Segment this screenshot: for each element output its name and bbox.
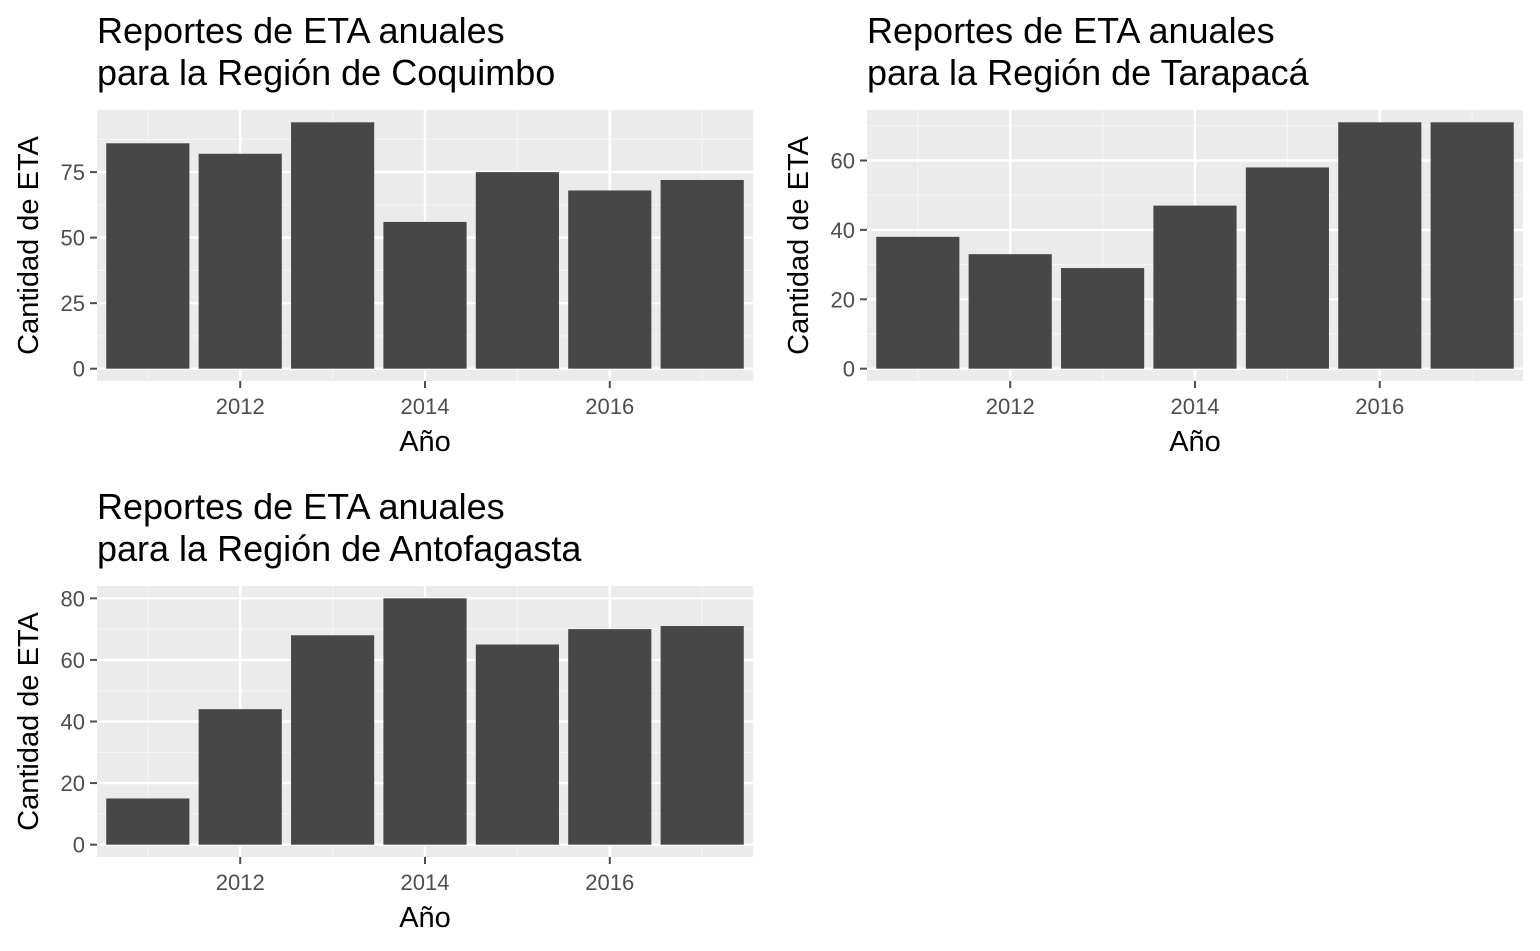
x-axis-title: Año (399, 426, 451, 458)
bar-2017 (660, 626, 744, 845)
chart-title-line-2: para la Región de Tarapacá (867, 52, 1310, 93)
bar-2015 (475, 644, 559, 845)
y-tick-label: 50 (61, 226, 85, 251)
y-axis-title: Cantidad de ETA (783, 135, 815, 354)
bar-2013 (291, 635, 375, 845)
chart-title-line-1: Reportes de ETA anuales (867, 10, 1275, 51)
x-tick-label: 2014 (401, 870, 450, 895)
bar-2017 (1430, 122, 1514, 369)
x-axis-title: Año (1169, 426, 1221, 458)
chart-title-line-2: para la Región de Antofagasta (97, 528, 582, 569)
y-tick-label: 75 (61, 160, 85, 185)
x-tick-label: 2016 (1355, 394, 1404, 419)
y-tick-label: 40 (61, 710, 85, 735)
bar-2014 (1153, 205, 1237, 369)
bar-2013 (1061, 268, 1145, 369)
y-tick-label: 40 (831, 218, 855, 243)
x-tick-label: 2016 (585, 870, 634, 895)
y-tick-label: 25 (61, 291, 85, 316)
bar-2017 (660, 179, 744, 369)
bar-2015 (1245, 167, 1329, 369)
bar-2015 (475, 172, 559, 369)
y-tick-label: 20 (61, 771, 85, 796)
y-tick-label: 0 (73, 833, 85, 858)
bar-2012 (198, 153, 282, 369)
y-tick-label: 0 (73, 357, 85, 382)
y-tick-label: 60 (61, 648, 85, 673)
x-tick-label: 2016 (585, 394, 634, 419)
x-tick-label: 2012 (216, 394, 265, 419)
chart-title-line-1: Reportes de ETA anuales (97, 486, 505, 527)
bar-2013 (291, 122, 375, 369)
y-axis-title: Cantidad de ETA (13, 611, 45, 830)
bar-2014 (383, 598, 467, 845)
chart-title-line-1: Reportes de ETA anuales (97, 10, 505, 51)
bar-2016 (568, 629, 652, 845)
bar-2016 (568, 190, 652, 369)
bar-2011 (106, 798, 190, 845)
bar-2014 (383, 221, 467, 369)
bar-2011 (876, 236, 960, 369)
y-tick-label: 0 (843, 357, 855, 382)
x-tick-label: 2012 (216, 870, 265, 895)
bar-2016 (1338, 122, 1422, 369)
y-tick-label: 80 (61, 586, 85, 611)
x-tick-label: 2014 (401, 394, 450, 419)
bar-2012 (198, 709, 282, 845)
chart-title-line-2: para la Región de Coquimbo (97, 52, 555, 93)
x-axis-title: Año (399, 902, 451, 934)
x-tick-label: 2014 (1171, 394, 1220, 419)
y-tick-label: 60 (831, 148, 855, 173)
bar-2011 (106, 143, 190, 369)
bar-2012 (968, 254, 1052, 369)
x-tick-label: 2012 (986, 394, 1035, 419)
y-tick-label: 20 (831, 287, 855, 312)
y-axis-title: Cantidad de ETA (13, 135, 45, 354)
